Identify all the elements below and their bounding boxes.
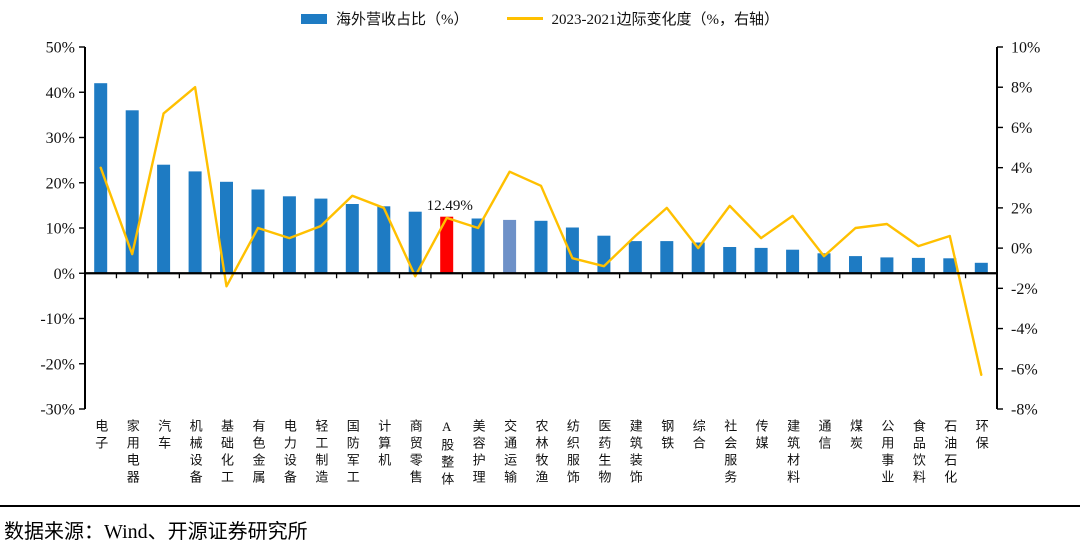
left-axis-tick-label: 50% <box>46 40 75 57</box>
category-label-家用电器: 家用电器 <box>124 419 140 487</box>
chart-legend: 海外营收占比（%） 2023-2021边际变化度（%，右轴） <box>0 8 1080 29</box>
category-label-钢铁: 钢铁 <box>659 419 675 453</box>
bar-通信 <box>817 253 831 274</box>
line-series-swatch-icon <box>506 17 543 20</box>
right-axis-tick-label: -2% <box>1011 281 1038 298</box>
category-label-纺织服饰: 纺织服饰 <box>564 419 580 487</box>
legend-line-label: 2023-2021边际变化度（%，右轴） <box>551 12 780 28</box>
right-axis-tick-label: 10% <box>1011 40 1040 57</box>
category-label-医药生物: 医药生物 <box>596 419 612 487</box>
left-axis-tick-label: -10% <box>40 311 75 328</box>
category-label-美容护理: 美容护理 <box>470 419 486 487</box>
left-axis-tick-label: 30% <box>46 130 75 147</box>
bar-综合 <box>691 242 705 274</box>
bar-石油石化 <box>943 258 957 274</box>
category-label-建筑材料: 建筑材料 <box>785 419 801 487</box>
bar-轻工制造 <box>314 198 328 274</box>
bar-环保 <box>974 262 988 274</box>
category-label-基础化工: 基础化工 <box>219 419 234 487</box>
category-label-机械设备: 机械设备 <box>187 419 203 487</box>
bar-钢铁 <box>660 241 674 274</box>
legend-bar-label: 海外营收占比（%） <box>336 12 469 28</box>
left-axis-tick-label: 20% <box>46 175 75 192</box>
bar-农林牧渔 <box>534 220 548 274</box>
marginal-change-line <box>99 85 983 376</box>
category-label-传媒: 传媒 <box>753 419 769 453</box>
bar-电子 <box>94 83 108 274</box>
category-label-A股整体: A股整体 <box>439 419 455 489</box>
right-axis-tick-label: -6% <box>1011 361 1038 378</box>
bar-美容护理 <box>471 218 485 274</box>
bar-纺织服饰 <box>565 227 579 274</box>
bar-社会服务 <box>723 247 737 274</box>
right-axis-tick-label: 8% <box>1011 80 1032 97</box>
bar-公用事业 <box>880 257 894 274</box>
right-axis-tick-label: 6% <box>1011 120 1032 137</box>
category-label-社会服务: 社会服务 <box>722 419 738 487</box>
category-label-计算机: 计算机 <box>376 419 392 470</box>
legend-item-line: 2023-2021边际变化度（%，右轴） <box>506 8 780 29</box>
category-label-综合: 综合 <box>690 419 706 453</box>
right-axis-tick-label: -4% <box>1011 321 1038 338</box>
category-label-环保: 环保 <box>973 419 989 453</box>
divider-line <box>0 505 1080 507</box>
bar-建筑材料 <box>786 249 800 274</box>
right-axis-tick-label: -8% <box>1011 402 1038 419</box>
left-axis-tick-label: 0% <box>54 266 75 283</box>
bar-value-label: 12.49% <box>427 198 473 214</box>
category-label-汽车: 汽车 <box>156 419 172 453</box>
category-label-国防军工: 国防军工 <box>344 419 360 487</box>
bar-交通运输 <box>503 219 517 274</box>
bar-电力设备 <box>282 196 296 274</box>
category-label-农林牧渔: 农林牧渔 <box>533 419 549 487</box>
bar-医药生物 <box>597 235 611 274</box>
left-axis-tick-label: -30% <box>40 402 75 419</box>
right-axis-tick-label: 2% <box>1011 200 1032 217</box>
category-label-有色金属: 有色金属 <box>250 419 266 487</box>
bar-食品饮料 <box>911 257 925 274</box>
left-axis-tick-label: 40% <box>46 85 75 102</box>
source-text: 数据来源：Wind、开源证券研究所 <box>4 521 308 543</box>
category-label-电力设备: 电力设备 <box>281 419 297 487</box>
bar-A股整体 <box>440 216 454 274</box>
bar-煤炭 <box>849 256 862 274</box>
bar-国防军工 <box>345 204 359 274</box>
bar-建筑装饰 <box>628 241 642 274</box>
category-label-商贸零售: 商贸零售 <box>407 419 423 487</box>
bar-汽车 <box>157 164 171 274</box>
bar-有色金属 <box>251 189 265 274</box>
left-axis-tick-label: 10% <box>46 221 75 238</box>
bar-series-swatch-icon <box>301 13 327 24</box>
bar-计算机 <box>377 206 391 274</box>
category-label-公用事业: 公用事业 <box>879 419 895 487</box>
right-axis-tick-label: 4% <box>1011 160 1032 177</box>
bar-家用电器 <box>125 110 139 274</box>
category-label-食品饮料: 食品饮料 <box>910 419 926 487</box>
bar-商贸零售 <box>408 211 422 274</box>
bar-传媒 <box>754 247 768 274</box>
category-label-建筑装饰: 建筑装饰 <box>627 419 643 487</box>
category-label-煤炭: 煤炭 <box>848 419 863 453</box>
legend-item-bar: 海外营收占比（%） <box>301 8 469 29</box>
category-label-通信: 通信 <box>816 419 832 453</box>
bar-基础化工 <box>220 181 233 274</box>
combo-chart-canvas: 50% 40% 30% 20% 10% 0% -10% -20% -30% 10% 8% 6% 4% 2%… <box>40 40 1040 419</box>
category-label-电子: 电子 <box>93 419 109 453</box>
category-label-交通运输: 交通运输 <box>502 419 518 487</box>
category-label-石油石化: 石油石化 <box>942 419 958 487</box>
bar-机械设备 <box>188 171 202 274</box>
right-axis-tick-label: 0% <box>1011 241 1032 258</box>
left-axis-tick-label: -20% <box>40 356 75 373</box>
category-label-轻工制造: 轻工制造 <box>313 419 329 487</box>
